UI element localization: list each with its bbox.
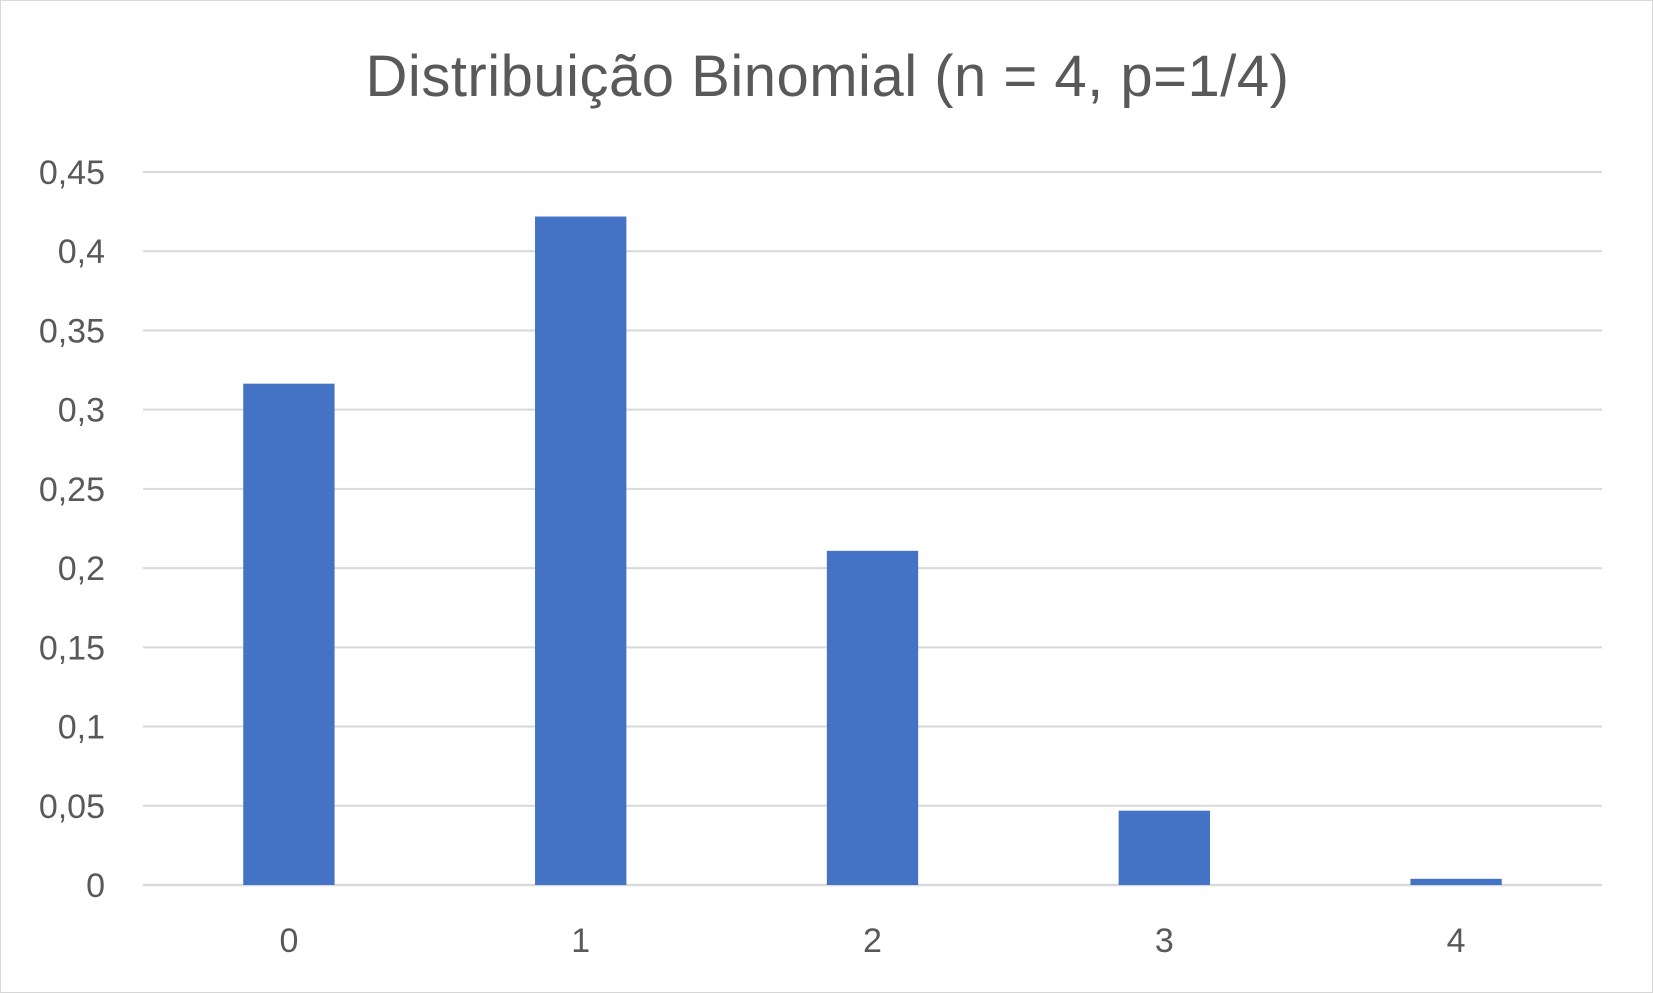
y-tick-label: 0,1	[58, 709, 105, 747]
y-tick-label: 0,2	[58, 550, 105, 588]
y-axis-tick-labels: 0 0,05 0,1 0,15 0,2 0,25 0,3 0,35 0,4 0,45	[39, 154, 105, 905]
y-tick-label: 0,25	[39, 471, 105, 509]
y-tick-label: 0,4	[58, 233, 105, 271]
y-tick-label: 0	[86, 867, 105, 905]
bar-3	[1118, 810, 1210, 885]
y-tick-label: 0,45	[39, 154, 105, 192]
x-tick-label: 3	[1155, 922, 1174, 960]
bar-1	[535, 216, 627, 885]
x-tick-label: 4	[1447, 922, 1466, 960]
bar-0	[243, 383, 335, 885]
y-tick-label: 0,05	[39, 788, 105, 826]
y-tick-label: 0,3	[58, 392, 105, 430]
x-tick-label: 1	[571, 922, 590, 960]
x-tick-label: 0	[279, 922, 298, 960]
bar-2	[826, 550, 919, 885]
x-axis-tick-labels: 0 1 2 3 4	[279, 922, 1465, 960]
bar-4	[1410, 878, 1502, 885]
y-tick-label: 0,15	[39, 629, 105, 667]
x-tick-label: 2	[863, 922, 882, 960]
y-tick-label: 0,35	[39, 312, 105, 350]
bars	[243, 216, 1502, 885]
chart-title: Distribuição Binomial (n = 4, p=1/4)	[365, 44, 1290, 109]
